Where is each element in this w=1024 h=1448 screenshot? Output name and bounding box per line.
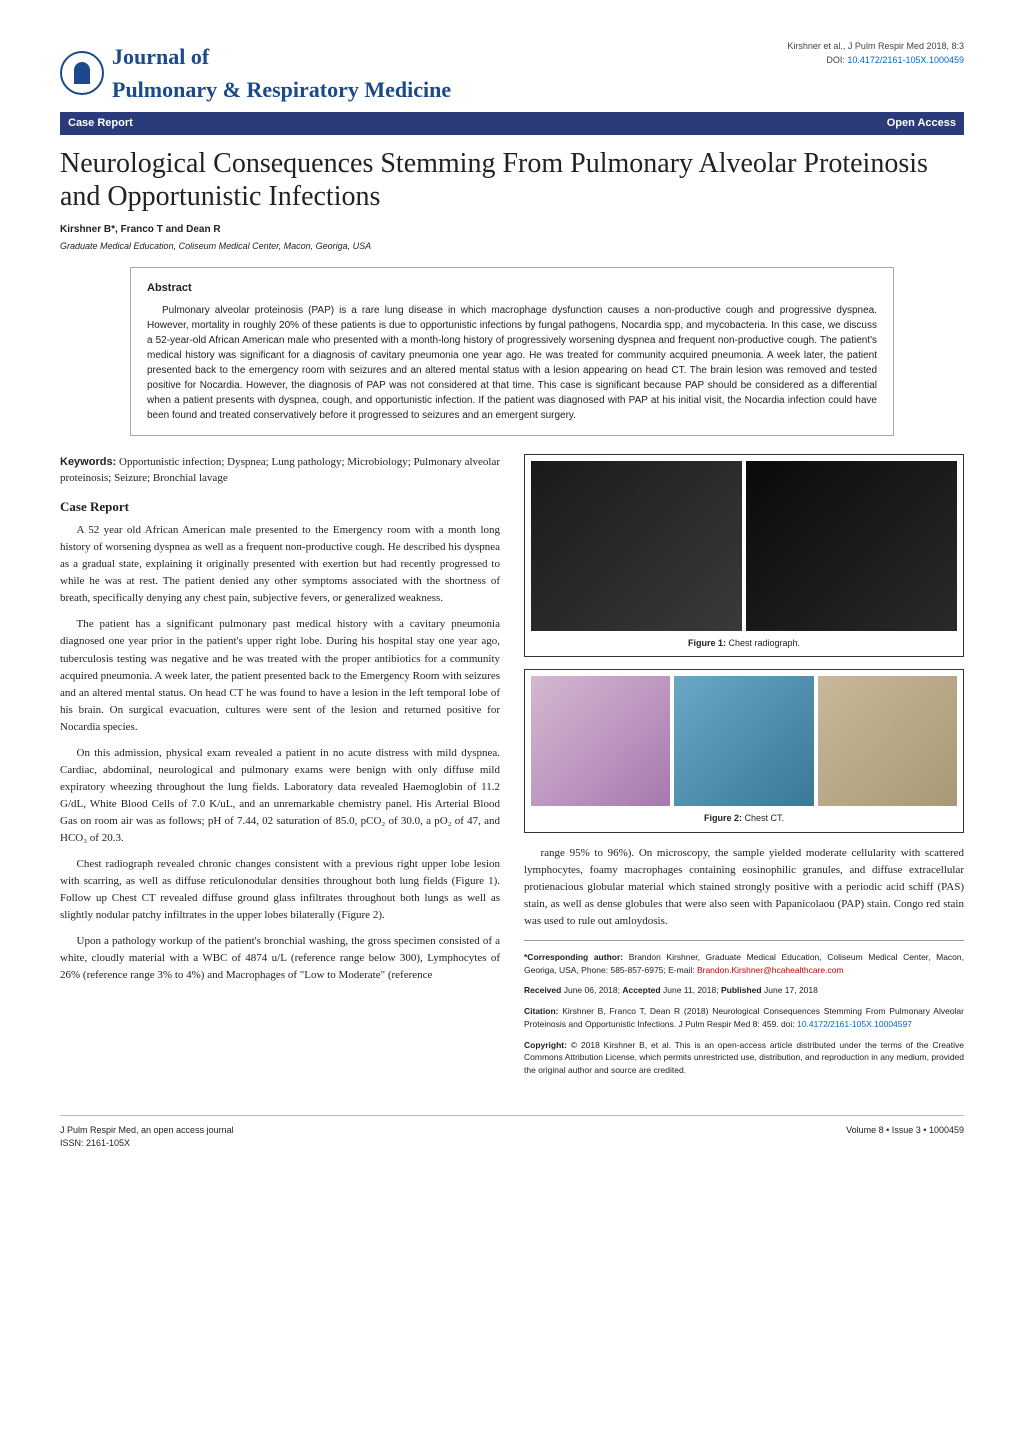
doi-line: DOI: 10.4172/2161-105X.1000459 — [787, 54, 964, 68]
keywords-text: Opportunistic infection; Dyspnea; Lung p… — [60, 456, 500, 485]
figure-1-panel-a — [531, 461, 742, 631]
figure-1-caption-text: Chest radiograph. — [728, 638, 800, 648]
corr-label: *Corresponding author: — [524, 952, 623, 962]
article-title: Neurological Consequences Stemming From … — [60, 147, 964, 214]
dates-line: Received June 06, 2018; Accepted June 11… — [524, 984, 964, 997]
keywords-block: Keywords: Opportunistic infection; Dyspn… — [60, 454, 500, 487]
two-column-body: Keywords: Opportunistic infection; Dyspn… — [60, 454, 964, 1085]
journal-logo-icon — [60, 51, 104, 95]
received-date: June 06, 2018; — [564, 985, 620, 995]
page-footer: J Pulm Respir Med, an open access journa… — [60, 1115, 964, 1151]
published-label: Published — [721, 985, 762, 995]
corr-email[interactable]: Brandon.Kirshner@hcahealthcare.com — [697, 965, 844, 975]
figure-2-panel-c — [818, 676, 957, 806]
citation-text: Kirshner et al., J Pulm Respir Med 2018,… — [787, 40, 964, 54]
figure-1-label: Figure 1: — [688, 638, 726, 648]
figure-2-caption-text: Chest CT. — [745, 813, 785, 823]
right-column: Figure 1: Chest radiograph. Figure 2: Ch… — [524, 454, 964, 1085]
journal-name: Journal of Pulmonary & Respiratory Medic… — [112, 40, 451, 106]
figure-1-panel-b — [746, 461, 957, 631]
figure-2-panel-a — [531, 676, 670, 806]
authors: Kirshner B*, Franco T and Dean R — [60, 222, 964, 237]
figure-2-label: Figure 2: — [704, 813, 742, 823]
case-para-3: On this admission, physical exam reveale… — [60, 745, 500, 847]
case-para-6: range 95% to 96%). On microscopy, the sa… — [524, 845, 964, 930]
figure-2-box: Figure 2: Chest CT. — [524, 669, 964, 833]
journal-name-line1: Journal of — [112, 40, 451, 73]
footer-right: Volume 8 • Issue 3 • 1000459 — [846, 1124, 964, 1151]
citation-doi-link[interactable]: 10.4172/2161-105X.10004597 — [797, 1019, 912, 1029]
copyright-label: Copyright: — [524, 1040, 567, 1050]
received-label: Received — [524, 985, 561, 995]
doi-link[interactable]: 10.4172/2161-105X.1000459 — [847, 55, 964, 65]
journal-logo-block: Journal of Pulmonary & Respiratory Medic… — [60, 40, 451, 106]
citation-block: Citation: Kirshner B, Franco T, Dean R (… — [524, 1005, 964, 1031]
bar-left: Case Report — [68, 115, 133, 132]
left-column: Keywords: Opportunistic infection; Dyspn… — [60, 454, 500, 1085]
figure-2-caption: Figure 2: Chest CT. — [531, 812, 957, 826]
figure-1-caption: Figure 1: Chest radiograph. — [531, 637, 957, 651]
copyright-text: © 2018 Kirshner B, et al. This is an ope… — [524, 1040, 964, 1076]
doi-label: DOI: — [826, 55, 845, 65]
citation-label: Citation: — [524, 1006, 558, 1016]
page-header: Journal of Pulmonary & Respiratory Medic… — [60, 40, 964, 106]
category-bar: Case Report Open Access — [60, 112, 964, 135]
accepted-date: June 11, 2018; — [663, 985, 719, 995]
bar-right: Open Access — [887, 115, 956, 132]
affiliation: Graduate Medical Education, Coliseum Med… — [60, 240, 964, 254]
case-para-5: Upon a pathology workup of the patient's… — [60, 933, 500, 984]
published-date: June 17, 2018 — [764, 985, 818, 995]
figure-1-images — [531, 461, 957, 631]
keywords-label: Keywords: — [60, 456, 116, 468]
journal-name-line2: Pulmonary & Respiratory Medicine — [112, 73, 451, 106]
footer-left: J Pulm Respir Med, an open access journa… — [60, 1124, 234, 1151]
accepted-label: Accepted — [622, 985, 660, 995]
abstract-heading: Abstract — [147, 280, 877, 297]
footer-journal: J Pulm Respir Med, an open access journa… — [60, 1124, 234, 1138]
footer-issn: ISSN: 2161-105X — [60, 1137, 234, 1151]
corresponding-author: *Corresponding author: Brandon Kirshner,… — [524, 951, 964, 977]
abstract-text: Pulmonary alveolar proteinosis (PAP) is … — [147, 303, 877, 423]
case-para-2: The patient has a significant pulmonary … — [60, 616, 500, 735]
citation-meta: Kirshner et al., J Pulm Respir Med 2018,… — [787, 40, 964, 67]
figure-1-box: Figure 1: Chest radiograph. — [524, 454, 964, 658]
section-heading-case: Case Report — [60, 497, 500, 517]
abstract-box: Abstract Pulmonary alveolar proteinosis … — [130, 267, 894, 436]
case-para-1: A 52 year old African American male pres… — [60, 522, 500, 607]
copyright-block: Copyright: © 2018 Kirshner B, et al. Thi… — [524, 1039, 964, 1077]
figure-2-images — [531, 676, 957, 806]
figure-2-panel-b — [674, 676, 813, 806]
divider-1 — [524, 940, 964, 941]
case-para-4: Chest radiograph revealed chronic change… — [60, 856, 500, 924]
